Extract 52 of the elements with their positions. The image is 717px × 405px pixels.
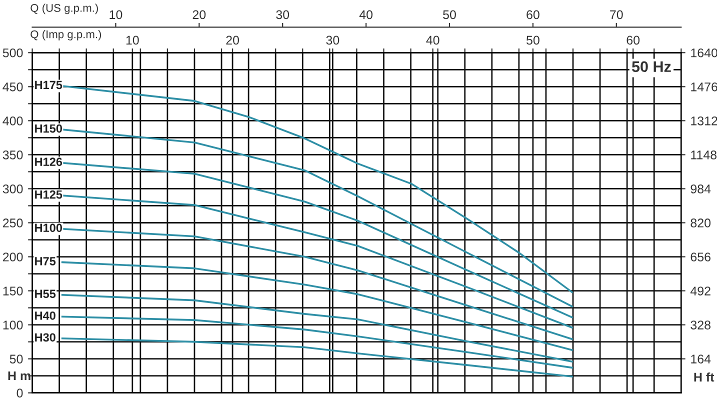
y-tick-label: 0 xyxy=(16,388,23,398)
line-series xyxy=(61,294,573,362)
x2-axis-title: Q (US g.p.m.) xyxy=(30,4,98,14)
y-tick-label: 150 xyxy=(3,286,23,296)
series-label: H75 xyxy=(35,257,56,266)
y2-tick-label: 1312 xyxy=(691,116,717,126)
series-label: H30 xyxy=(35,333,56,342)
series-label: H100 xyxy=(35,224,62,232)
x-tick-label: 30 xyxy=(326,36,340,45)
line-series xyxy=(61,261,573,351)
y2-tick-label: 656 xyxy=(690,252,710,262)
annotation: 50 Hz xyxy=(632,61,671,72)
y-tick-label: 100 xyxy=(3,320,23,330)
x-tick-label: 60 xyxy=(626,36,640,45)
x-tick-label: 50 xyxy=(526,36,540,45)
series-label: H125 xyxy=(35,190,62,199)
x2-tick-label: 10 xyxy=(110,10,122,20)
y-tick-label: 400 xyxy=(2,116,23,126)
x2-tick-label: 60 xyxy=(526,10,540,20)
y2-tick-label: 1476 xyxy=(691,82,717,92)
series-label: H126 xyxy=(35,158,62,166)
x-tick-label: 40 xyxy=(426,36,440,45)
x2-tick-label: 40 xyxy=(359,10,373,20)
x-tick-label: 10 xyxy=(126,36,139,45)
y2-tick-label: 1640 xyxy=(691,48,717,58)
y-axis-title: H m xyxy=(8,371,30,380)
y-tick-label: 50 xyxy=(10,354,23,364)
line-series xyxy=(61,316,573,369)
series-label: H175 xyxy=(35,80,62,90)
x-axis-title: Q (Imp g.p.m.) xyxy=(30,30,102,40)
y-tick-label: 250 xyxy=(3,218,23,228)
series-label: H40 xyxy=(35,311,56,320)
y2-tick-label: 1148 xyxy=(691,150,717,160)
y-tick-label: 350 xyxy=(2,150,23,160)
series-label: H55 xyxy=(35,290,56,298)
x2-tick-label: 50 xyxy=(443,10,456,20)
x-tick-label: 20 xyxy=(226,36,239,45)
x2-tick-label: 70 xyxy=(610,10,623,20)
line-series xyxy=(61,338,573,378)
y-tick-label: 450 xyxy=(2,82,23,92)
y2-tick-label: 820 xyxy=(690,218,711,228)
y2-tick-label: 492 xyxy=(690,286,710,296)
y-tick-label: 200 xyxy=(3,252,23,262)
y2-tick-label: 328 xyxy=(690,320,710,330)
y2-axis-title: H ft xyxy=(694,372,714,382)
x2-tick-label: 30 xyxy=(276,10,290,20)
y2-tick-label: 984 xyxy=(690,184,711,194)
y2-tick-label: 164 xyxy=(691,354,711,364)
y-tick-label: 500 xyxy=(2,48,23,58)
series-label: H150 xyxy=(35,124,62,133)
y-tick-label: 300 xyxy=(2,184,23,194)
x2-tick-label: 20 xyxy=(192,10,206,20)
